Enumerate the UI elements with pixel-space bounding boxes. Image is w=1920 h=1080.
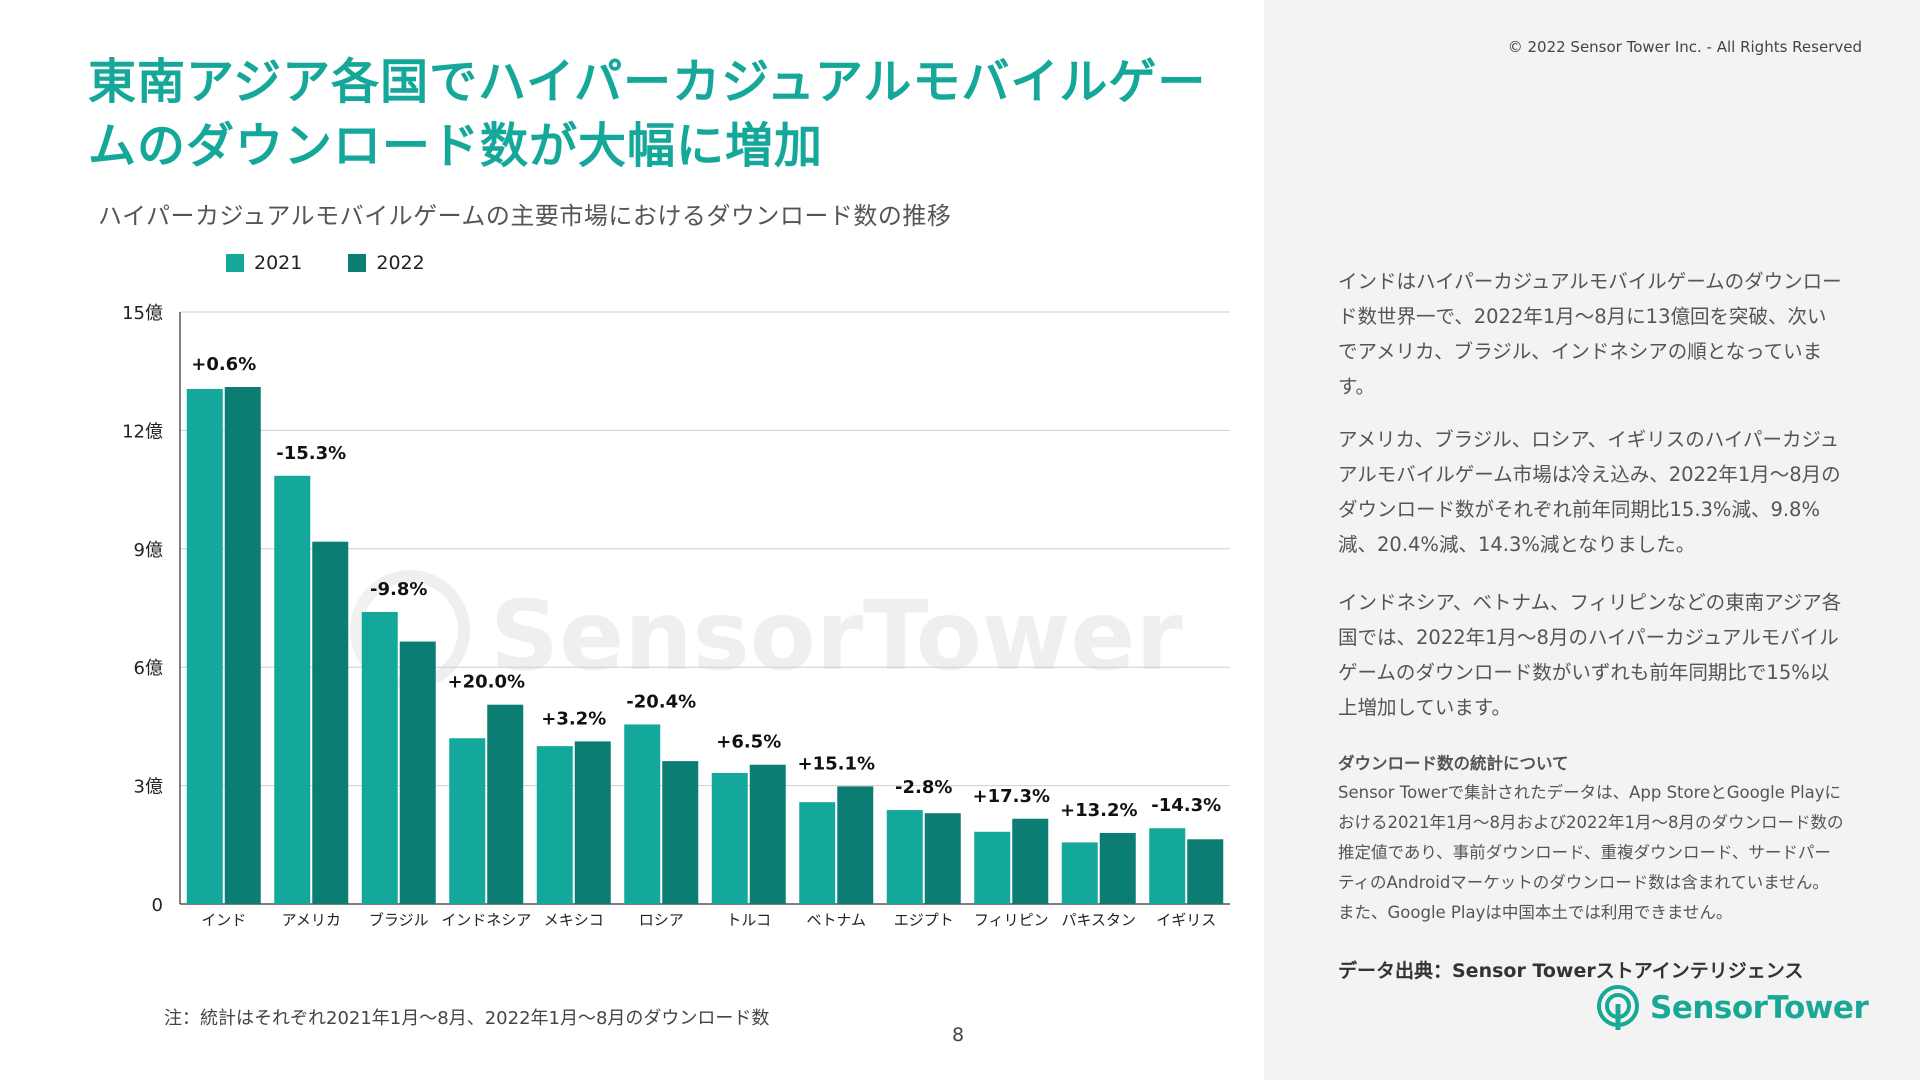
bar-2022 <box>1099 832 1136 904</box>
bar-2021 <box>274 475 311 904</box>
legend-label-2022: 2022 <box>376 252 425 274</box>
legend-label-2021: 2021 <box>254 252 303 274</box>
bar-2021 <box>361 611 398 904</box>
bar-2021 <box>186 388 223 905</box>
stats-title: ダウンロード数の統計について <box>1338 754 1569 773</box>
data-label: -20.4% <box>626 691 696 712</box>
bar-2022 <box>1187 839 1224 904</box>
y-tick-label: 12億 <box>122 421 163 442</box>
y-tick-label: 9億 <box>134 540 163 561</box>
bar-chart: 0 3億 6億 9億 12億 15億 +0.6% インド -15.3% アメリカ -9.8% ブラジル… <box>122 303 1230 929</box>
data-label: +0.6% <box>191 354 256 375</box>
y-tick-label: 15億 <box>122 303 163 324</box>
bar-2022 <box>224 386 261 904</box>
data-label: -15.3% <box>276 443 346 464</box>
y-tick-label: 0 <box>152 895 163 916</box>
legend-item-2021: 2021 <box>226 252 302 274</box>
sidebar-paragraph-1: インドはハイパーカジュアルモバイルゲームのダウンロード数世界一で、2022年1月… <box>1338 270 1842 398</box>
legend-swatch-2022 <box>348 254 367 272</box>
x-tick-label: アメリカ <box>282 911 341 929</box>
bar-2021 <box>974 831 1011 904</box>
sidebar-panel <box>1264 0 1920 1080</box>
data-label: +3.2% <box>541 708 606 729</box>
bar-2021 <box>624 724 661 904</box>
y-tick-label: 6億 <box>134 658 163 679</box>
x-tick-label: イギリス <box>1156 911 1216 929</box>
x-tick-label: パキスタン <box>1061 911 1136 929</box>
bar-2022 <box>312 541 349 904</box>
bar-2021 <box>1149 828 1186 904</box>
bar-2022 <box>749 764 786 904</box>
bar-2022 <box>399 641 436 904</box>
x-tick-label: ブラジル <box>369 911 429 929</box>
legend-item-2022: 2022 <box>348 252 425 274</box>
data-label: +6.5% <box>716 732 781 753</box>
bar-2022 <box>574 741 611 904</box>
bar-2022 <box>1012 818 1049 904</box>
data-label: +15.1% <box>797 753 875 774</box>
x-tick-label: インドネシア <box>441 911 531 929</box>
data-label: +20.0% <box>447 672 525 693</box>
data-label: -9.8% <box>370 579 427 600</box>
data-label: -2.8% <box>895 777 952 798</box>
sensor-tower-logo-icon <box>1597 985 1639 1030</box>
x-tick-label: ロシア <box>639 911 684 929</box>
x-tick-label: メキシコ <box>544 911 604 929</box>
x-tick-label: インド <box>201 911 246 929</box>
chart-note: 注：統計はそれぞれ2021年1月〜8月、2022年1月〜8月のダウンロード数 <box>164 1008 770 1029</box>
bar-2021 <box>449 738 486 904</box>
data-label: -14.3% <box>1151 795 1221 816</box>
stats-body: Sensor Towerで集計されたデータは、App StoreとGoogle … <box>1338 783 1844 922</box>
bar-2022 <box>487 704 524 904</box>
data-source: データ出典：Sensor Towerストアインテリジェンス <box>1338 960 1804 982</box>
bar-2022 <box>924 813 961 904</box>
legend-swatch-2021 <box>226 254 244 272</box>
data-label: +13.2% <box>1060 800 1138 821</box>
bar-2022 <box>837 786 874 904</box>
sidebar-paragraph-3: インドネシア、ベトナム、フィリピンなどの東南アジア各国では、2022年1月〜8月… <box>1338 591 1842 719</box>
logo-text: SensorTower <box>1650 990 1869 1026</box>
x-tick-label: トルコ <box>726 911 771 929</box>
y-tick-label: 3億 <box>134 777 163 798</box>
chart-legend: 2021 2022 <box>226 252 425 274</box>
copyright-text: © 2022 Sensor Tower Inc. - All Rights Re… <box>1507 38 1862 56</box>
bar-2021 <box>1061 842 1098 904</box>
x-tick-label: フィリピン <box>974 911 1049 929</box>
chart-subtitle: ハイパーカジュアルモバイルゲームの主要市場におけるダウンロード数の推移 <box>98 202 952 230</box>
x-tick-label: ベトナム <box>806 911 866 929</box>
sensor-tower-logo: SensorTower <box>1594 984 1869 1032</box>
page-title: 東南アジア各国でハイパーカジュアルモバイルゲームのダウンロード数が大幅に増加 <box>88 54 1207 174</box>
page-number: 8 <box>952 1024 965 1046</box>
bar-2021 <box>536 746 573 904</box>
bar-2021 <box>799 802 836 904</box>
data-label: +17.3% <box>972 786 1050 807</box>
bar-2022 <box>662 761 699 904</box>
sidebar-paragraph-2: アメリカ、ブラジル、ロシア、イギリスのハイパーカジュアルモバイルゲーム市場は冷え… <box>1338 428 1841 556</box>
bar-2021 <box>711 772 748 904</box>
bar-2021 <box>886 810 923 904</box>
x-tick-label: エジプト <box>894 911 954 929</box>
